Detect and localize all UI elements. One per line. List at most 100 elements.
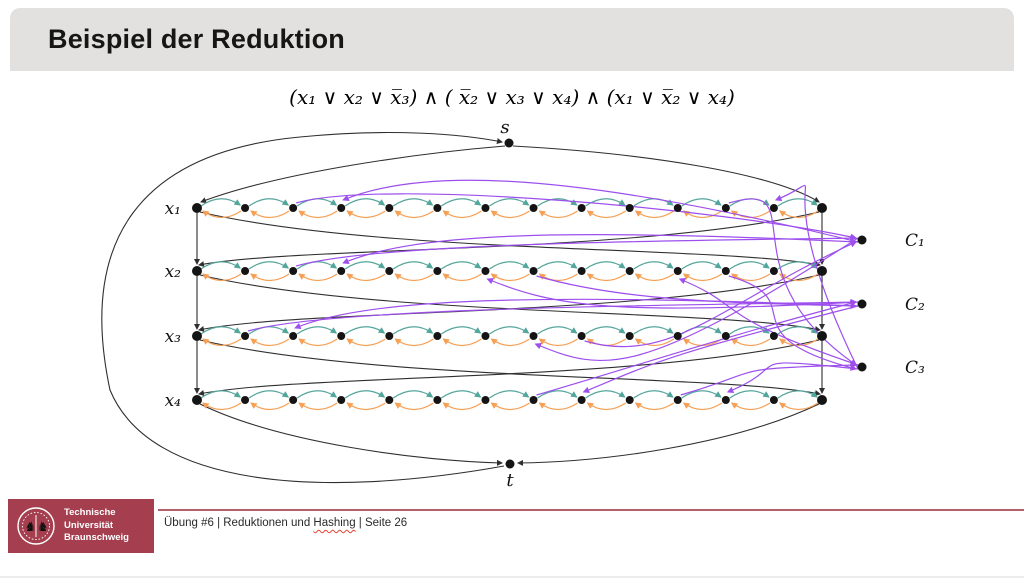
row-label-3: x₃ [165,327,182,347]
chain-arc-backward [538,402,578,411]
chain-arc-backward [634,402,675,411]
svg-text:♞: ♞ [38,520,50,535]
university-logo-block: ♞ ♞ Technische Universität Braunschweig [8,499,154,553]
chain-arc-forward [200,198,241,207]
chain-arc-forward [489,326,530,335]
chain-arc-backward [730,338,771,347]
graph-node [529,267,538,275]
slide-header: Beispiel der Reduktion [10,8,1014,71]
chain-arc-forward [344,326,386,335]
graph-node [289,332,298,340]
graph-node [577,204,586,212]
chain-arc-backward [442,273,482,282]
chain-arc-backward [298,210,338,219]
clause-edge-out [680,361,858,396]
clause-node [857,299,867,309]
footer-slide-info: Übung #6 | Reduktionen und Hashing | Sei… [164,517,407,529]
graph-node [433,204,442,212]
chain-arc-forward [200,261,241,270]
chain-arc-backward [730,402,771,411]
chain-arc-forward [537,326,578,335]
chain-arc-forward [296,326,338,335]
graph-node [481,204,490,212]
clause-edge-out [536,275,858,310]
row-label-2: x₂ [165,262,182,282]
chain-arc-forward [633,198,674,207]
graph-node [769,267,778,275]
chain-arc-forward [392,390,434,399]
graph-node [817,266,827,276]
graph-node [721,396,730,404]
chain-arc-backward [634,273,675,282]
clause-edge-return [342,179,859,243]
clause-node [857,362,867,372]
graph-node [337,332,346,340]
window-bottom-edge [0,576,1024,578]
graph-node [817,331,827,341]
chain-arc-forward [296,198,338,207]
chain-arc-backward [202,273,242,282]
chain-arc-backward [442,338,482,347]
chain-arc-backward [346,338,386,347]
chain-arc-backward [490,273,530,282]
chain-arc-forward [537,261,578,270]
footer-text-before: Übung #6 | Reduktionen und [164,517,314,529]
chain-arc-forward [777,390,818,399]
chain-arc-forward [392,326,434,335]
chain-arc-backward [634,338,675,347]
graph-node [192,395,202,405]
chain-arc-forward [585,261,626,270]
chain-arc-forward [344,390,386,399]
chain-arc-backward [586,273,627,282]
chain-arc-backward [298,338,338,347]
chain-arc-forward [633,261,674,270]
chain-arc-forward [392,261,434,270]
graph-node [289,396,298,404]
sink-node [505,459,515,469]
clause-edge-return [342,233,859,264]
chain-arc-forward [537,390,578,399]
chain-arc-forward [200,390,241,399]
chain-arc-backward [202,210,242,219]
chain-arc-forward [681,261,722,270]
graph-node [673,204,682,212]
chain-arc-backward [394,210,434,219]
chain-arc-forward [633,390,674,399]
clause-edge-out [728,275,858,371]
sink-node-label: t [506,470,514,491]
chain-arc-backward [682,402,723,411]
graph-node [673,332,682,340]
chain-arc-backward [682,210,723,219]
chain-arc-backward [538,210,578,219]
chain-arc-backward [202,338,242,347]
clause-edge-out [295,193,858,241]
clause-node [857,235,867,245]
chain-arc-backward [346,402,386,411]
clause-label-1: C₁ [905,231,925,251]
graph-node [433,396,442,404]
chain-arc-forward [777,198,818,207]
chain-arc-backward [250,402,290,411]
page-title: Beispiel der Reduktion [48,24,345,54]
graph-node [385,332,394,340]
graph-node [481,267,490,275]
chain-arc-forward [537,198,578,207]
chain-arc-backward [250,338,290,347]
clause-edge-return [294,298,859,329]
graph-node [673,267,682,275]
graph-node [481,396,490,404]
chain-arc-forward [489,390,530,399]
graph-node [241,267,250,275]
chain-arc-forward [248,390,290,399]
graph-node [337,396,346,404]
graph-node [769,332,778,340]
clause-label-3: C₃ [905,358,925,378]
graph-node [721,332,730,340]
clause-label-2: C₂ [905,295,925,315]
footer-divider-line [158,509,1024,511]
edge-row4-right-to-sink [516,403,820,466]
clause-edge-return [678,278,859,366]
chain-arc-backward [779,338,819,347]
chain-arc-forward [296,261,338,270]
graph-node [433,332,442,340]
